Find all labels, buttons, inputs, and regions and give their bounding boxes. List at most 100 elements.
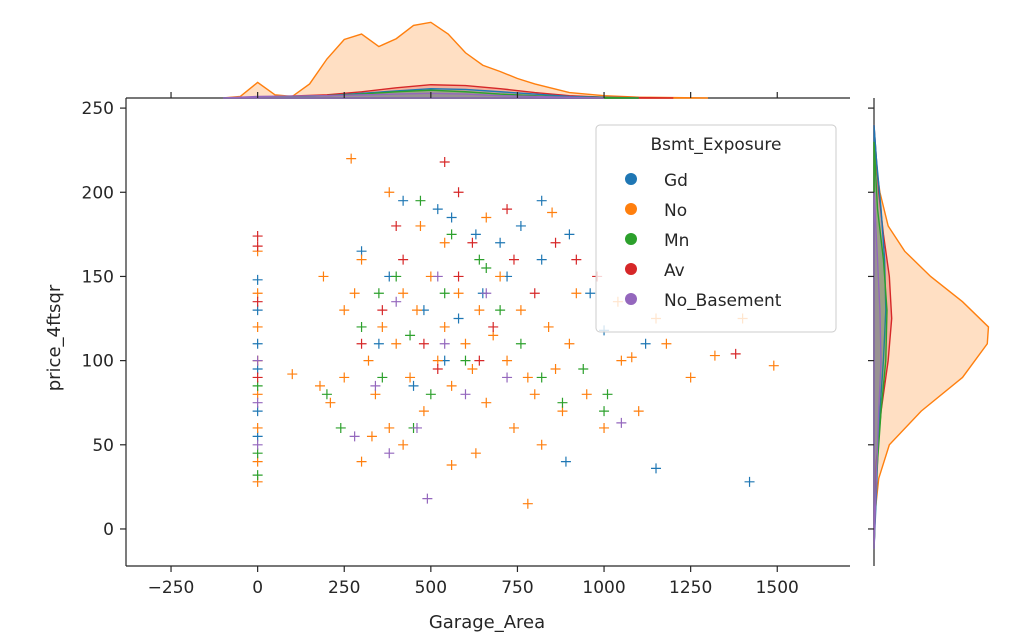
scatter-point [439,321,450,332]
scatter-point [418,338,429,349]
x-tick-label: 750 [501,578,533,598]
scatter-point [536,372,547,383]
scatter-point [252,305,263,316]
scatter-point [446,212,457,223]
series-av [252,156,741,383]
scatter-point [415,195,426,206]
scatter-point [626,352,637,363]
scatter-point [730,348,741,359]
x-tick-label: 500 [415,578,447,598]
scatter-point [356,321,367,332]
scatter-point [405,330,416,341]
tick-labels: −250 0 250 500 750 1000 1250 1500 0 50 100 150 200 25… [82,99,799,598]
y-tick-label: 150 [82,267,114,287]
scatter-point [405,372,416,383]
scatter-point [252,397,263,408]
scatter-point [495,305,506,316]
scatter-point [522,498,533,509]
scatter-point [470,229,481,240]
scatter-point [446,459,457,470]
right-kde-no-basement [873,192,882,550]
scatter-point [356,246,367,257]
x-axis-label: Garage_Area [429,612,545,633]
scatter-point [508,422,519,433]
x-tick-label: −250 [148,578,195,598]
scatter-point [651,463,662,474]
scatter-point [252,456,263,467]
scatter-point [481,263,492,274]
scatter-point [508,254,519,265]
scatter-point [488,321,499,332]
scatter-point [408,380,419,391]
scatter-point [318,271,329,282]
scatter-point [453,271,464,282]
y-axis-label: price_4ftsqr [44,284,65,391]
scatter-point [398,254,409,265]
scatter-point [529,389,540,400]
scatter-point [356,456,367,467]
scatter-point [252,439,263,450]
scatter-point [768,360,779,371]
scatter-point [384,187,395,198]
scatter-point [439,338,450,349]
scatter-point [252,364,263,375]
scatter-point [536,195,547,206]
scatter-point [377,321,388,332]
scatter-point [709,350,720,361]
scatter-point [481,397,492,408]
scatter-point [536,254,547,265]
scatter-point [252,406,263,417]
scatter-point [564,338,575,349]
scatter-point [349,431,360,442]
scatter-point [633,406,644,417]
scatter-point [470,448,481,459]
scatter-point [377,305,388,316]
scatter-point [578,364,589,375]
scatter-point [488,330,499,341]
x-tick-label: 250 [328,578,360,598]
scatter-point [640,338,651,349]
scatter-point [373,288,384,299]
scatter-point [346,153,357,164]
scatter-point [547,207,558,218]
scatter-point [502,355,513,366]
scatter-point [571,254,582,265]
legend-label-no-basement: No_Basement [664,291,782,311]
right-marginal-kde [873,98,990,566]
legend-title: Bsmt_Exposure [651,135,782,155]
scatter-point [432,204,443,215]
scatter-point [252,338,263,349]
scatter-point [422,493,433,504]
scatter-point [495,237,506,248]
scatter-point [685,372,696,383]
scatter-plot-area [252,153,779,509]
scatter-point [515,338,526,349]
legend-box [595,124,837,333]
series-no-basement [252,271,627,504]
scatter-point [252,380,263,391]
legend-marker-av [625,263,637,275]
scatter-point [339,305,350,316]
scatter-point [252,274,263,285]
scatter-point [474,254,485,265]
scatter-point [391,296,402,307]
series-no [252,153,779,509]
scatter-point [564,229,575,240]
scatter-point [287,369,298,380]
scatter-point [252,372,263,383]
scatter-point [339,372,350,383]
scatter-point [384,448,395,459]
scatter-point [460,338,471,349]
scatter-point [474,305,485,316]
scatter-point [474,355,485,366]
scatter-point [453,313,464,324]
scatter-point [481,212,492,223]
scatter-point [314,380,325,391]
scatter-point [557,406,568,417]
scatter-point [384,422,395,433]
legend-marker-mn [625,233,637,245]
x-tick-label: 1000 [582,578,625,598]
x-tick-label: 1250 [669,578,712,598]
scatter-point [349,288,360,299]
scatter-point [252,422,263,433]
